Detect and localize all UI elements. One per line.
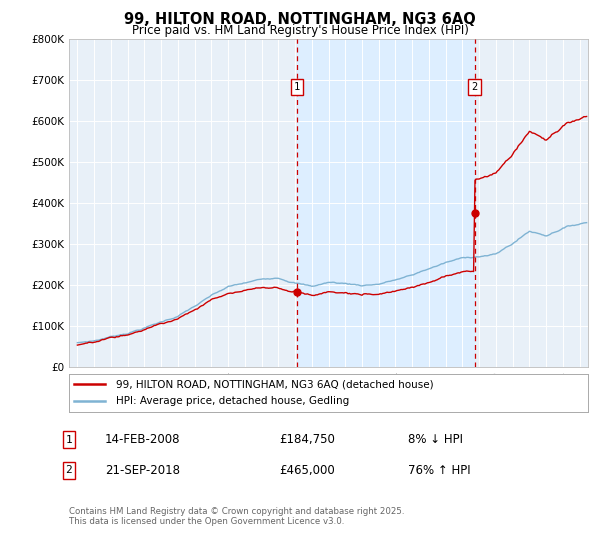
Bar (297, 39, 475, 367)
Text: 21-SEP-2018: 21-SEP-2018 (105, 464, 180, 477)
Text: 1: 1 (294, 82, 300, 92)
Text: 2: 2 (65, 465, 73, 475)
Text: 99, HILTON ROAD, NOTTINGHAM, NG3 6AQ: 99, HILTON ROAD, NOTTINGHAM, NG3 6AQ (124, 12, 476, 27)
Text: 76% ↑ HPI: 76% ↑ HPI (408, 464, 470, 477)
Text: 14-FEB-2008: 14-FEB-2008 (105, 433, 181, 446)
Text: Price paid vs. HM Land Registry's House Price Index (HPI): Price paid vs. HM Land Registry's House … (131, 24, 469, 36)
Text: 8% ↓ HPI: 8% ↓ HPI (408, 433, 463, 446)
Point (470, 209, 479, 218)
Text: 1: 1 (65, 435, 73, 445)
Text: 99, HILTON ROAD, NOTTINGHAM, NG3 6AQ (detached house): 99, HILTON ROAD, NOTTINGHAM, NG3 6AQ (de… (116, 379, 433, 389)
Text: 2: 2 (472, 82, 478, 92)
Text: HPI: Average price, detached house, Gedling: HPI: Average price, detached house, Gedl… (116, 396, 349, 406)
Text: £184,750: £184,750 (279, 433, 335, 446)
Point (292, 288, 302, 297)
Text: £465,000: £465,000 (279, 464, 335, 477)
Text: Contains HM Land Registry data © Crown copyright and database right 2025.
This d: Contains HM Land Registry data © Crown c… (69, 507, 404, 526)
